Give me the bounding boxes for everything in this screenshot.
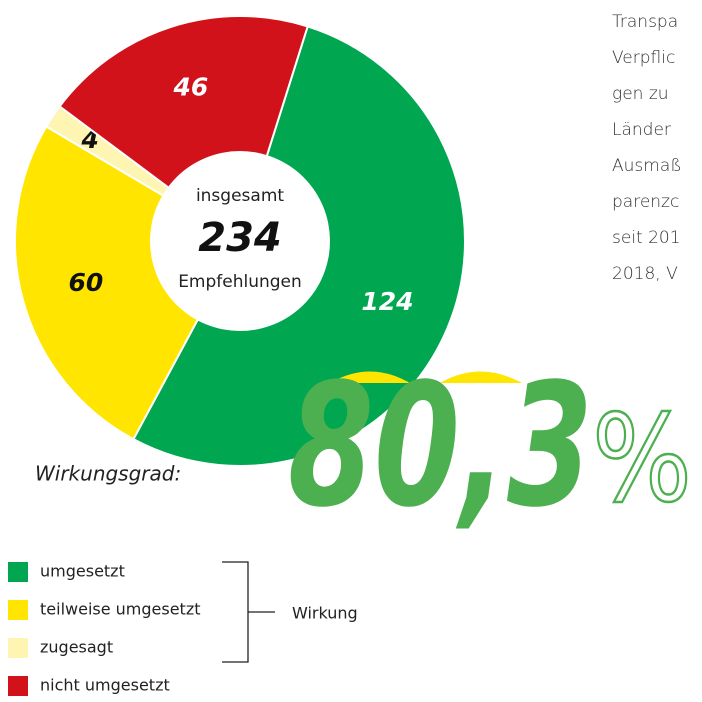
bracket (222, 561, 275, 663)
legend-swatch (8, 676, 28, 696)
decoration (330, 371, 410, 383)
legend-swatch (8, 600, 28, 620)
side-text-line: Ausmaß (612, 156, 682, 176)
highlight-unit: % (592, 391, 692, 530)
legend-label: nicht umgesetzt (40, 676, 170, 695)
side-text-line: seit 201 (612, 228, 681, 248)
data-label: 60 (68, 268, 103, 297)
side-text: Transpa Verpflic gen zu Länder Ausmaß parenzc… (612, 12, 682, 284)
data-label: 124 (361, 287, 413, 316)
center-label: insgesamt (196, 186, 284, 206)
side-text-line: Länder (612, 120, 671, 140)
legend-label: umgesetzt (40, 562, 125, 581)
side-text-line: 2018, V (612, 264, 678, 284)
legend-swatch (8, 562, 28, 582)
legend-swatch (8, 638, 28, 658)
side-text-line: parenzc (612, 192, 679, 212)
decoration (440, 371, 522, 383)
legend-label: zugesagt (40, 638, 113, 657)
legend: umgesetzt teilweise umgesetzt zugesagt nich… (8, 562, 201, 696)
legend-title: Wirkungsgrad: (35, 462, 181, 486)
center-total: 234 (198, 215, 282, 261)
highlight-number: 80,3 (288, 347, 593, 545)
data-label: 46 (172, 73, 208, 102)
legend-label: teilweise umgesetzt (40, 600, 201, 619)
bracket-label: Wirkung (292, 604, 358, 623)
donut-hole (150, 151, 330, 331)
side-text-line: Transpa (612, 12, 678, 32)
donut-segment (14, 125, 242, 441)
side-text-line: Verpflic (612, 48, 675, 68)
center-label: Empfehlungen (178, 272, 302, 292)
side-text-line: gen zu (612, 84, 669, 104)
